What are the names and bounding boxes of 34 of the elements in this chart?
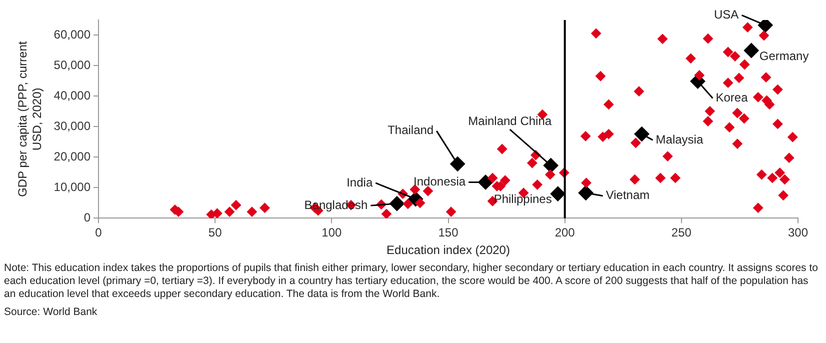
x-tick-label: 300 [788, 226, 808, 240]
x-tick-label: 100 [322, 226, 342, 240]
annotation: Mainland China [468, 114, 552, 128]
annotation: India [346, 175, 373, 190]
y-axis-title: GDP per capita (PPP, current USD, 2020) [16, 40, 44, 197]
source-note: Source: World Bank [4, 306, 98, 319]
point [389, 196, 404, 212]
y-tick-label: 0 [84, 210, 91, 225]
x-tick-label: 200 [554, 226, 576, 240]
annotation: Vietnam [606, 188, 650, 202]
point [744, 42, 759, 58]
annotation: Indonesia [414, 174, 466, 189]
text: Note: This education index takes the proportions of pupils that finish either primary, lower secondary, higher secondary or tertiary education in each country. It assigns scores to each education level (primary =0, tertiary =3). If everybody in a country has tertiary education, the score would be 400. A score of 200 suggests that half of the population has an education level that exceeds upper secondary education. The data is from the World Bank. [4, 262, 819, 301]
x-tick-label: 0 [95, 226, 102, 240]
point [550, 186, 566, 202]
y-tick-label: 10,000 [54, 180, 91, 194]
point [450, 156, 466, 172]
x-tick-label: 250 [671, 226, 692, 240]
annotation: Germany [759, 48, 809, 63]
annotation: USA [714, 7, 739, 22]
point [578, 185, 594, 200]
y-tick-label: 30,000 [54, 119, 91, 134]
x-tick-label: 50 [208, 226, 222, 240]
x-tick-label: 150 [438, 226, 459, 240]
y-tick-label: 20,000 [54, 150, 91, 164]
y-tick-label: 60,000 [54, 28, 91, 42]
annotation: Korea [716, 90, 748, 105]
y-tick-label: 40,000 [54, 88, 91, 103]
point [634, 126, 650, 142]
point [758, 20, 773, 33]
annotation: Malaysia [656, 132, 704, 146]
annotation: Thailand [388, 123, 434, 138]
x-axis-title: Education index (2020) [386, 243, 510, 258]
y-tick-label: 50,000 [54, 58, 91, 72]
